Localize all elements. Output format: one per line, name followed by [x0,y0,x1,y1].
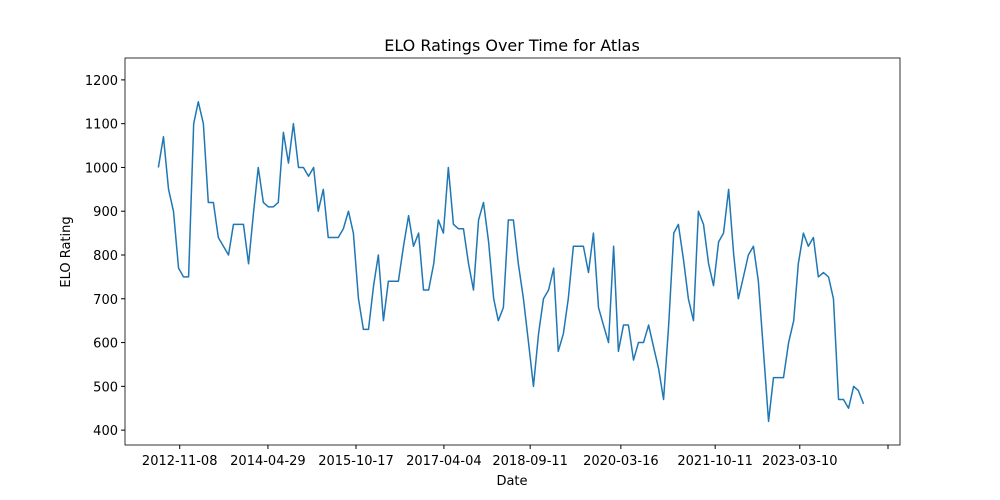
y-axis-label: ELO Rating [59,216,74,287]
y-tick-label: 800 [93,249,118,264]
y-tick-label: 1100 [85,118,118,133]
plot-frame [124,57,901,446]
y-tick-label: 1000 [85,161,118,176]
x-tick-label: 2023-03-10 [762,454,838,469]
x-tick-label: 2017-04-04 [406,454,482,469]
x-tick-label: 2014-04-29 [230,454,306,469]
data-line [157,101,865,423]
y-tick-label: 1200 [85,74,118,89]
x-tick-label: 2020-03-16 [583,454,659,469]
x-axis-label: Date [496,474,527,489]
x-tick-label: 2015-10-17 [318,454,394,469]
x-tick-label: 2018-09-11 [492,454,568,469]
chart-title: ELO Ratings Over Time for Atlas [384,36,640,55]
y-tick-label: 400 [93,424,118,439]
x-tick-label: 2021-10-11 [677,454,753,469]
y-tick-label: 500 [93,380,118,395]
y-tick-label: 700 [93,293,118,308]
x-tick-label: 2012-11-08 [142,454,218,469]
y-tick-label: 900 [93,205,118,220]
y-tick-label: 600 [93,337,118,352]
